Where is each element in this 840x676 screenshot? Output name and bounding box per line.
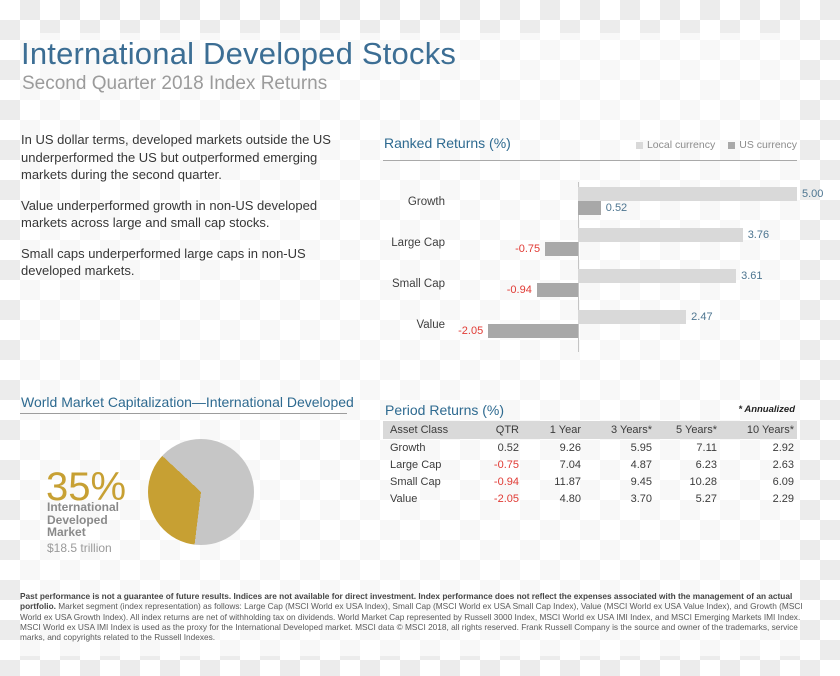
ranked-returns-divider [383,160,797,161]
return-value-cell: 5.95 [630,441,652,454]
ranked-returns-chart: Growth 5.00 0.52 Large Cap 3.76 -0.75 Small Ca… [383,182,823,353]
return-value-cell: 11.87 [554,475,581,488]
period-returns-title: Period Returns (%) [385,402,505,418]
ranked-returns-title: Ranked Returns (%) [384,135,511,151]
chart-axis-line [578,182,579,352]
bar-us-currency [488,324,578,338]
bar-value-label: 5.00 [802,188,824,200]
table-row: Large Cap -0.75 7.04 4.87 6.23 2.63 [383,456,797,473]
category-label: Growth [407,196,445,208]
table-column-header: 10 Years* [720,421,797,439]
return-value-cell: 9.26 [559,441,581,454]
table-column-header: 3 Years* [584,421,655,439]
bar-us-currency [578,201,601,215]
legend-swatch [728,141,736,149]
return-value-cell: 7.04 [559,458,581,471]
return-value-cell: 0.52 [497,441,519,454]
commentary-paragraph-2: Value underperformed growth in non-US de… [21,197,318,231]
table-row: Value -2.05 4.80 3.70 5.27 2.29 [383,490,797,507]
slide-background [20,33,800,656]
return-value-cell: 2.63 [772,458,794,471]
return-value-cell: 2.92 [772,441,794,454]
return-value-cell: 6.09 [772,475,794,488]
commentary-paragraph-1: In US dollar terms, developed markets ou… [21,132,331,182]
return-value-cell: 3.70 [630,492,652,505]
table-header-row: Asset Class QTR 1 Year 3 Years* 5 Years* 10 Y… [383,421,797,439]
return-value-cell: 10.28 [689,475,717,488]
bar-local-currency [578,310,687,324]
commentary-paragraph-3: Small caps underperformed large caps in … [21,245,306,279]
bar-us-currency [536,283,578,297]
asset-class-cell: Growth [390,441,426,454]
asset-class-cell: Value [390,492,418,505]
category-label: Value [416,319,445,331]
legend-item-local-currency: Local currency [635,139,716,151]
category-label: Large Cap [391,237,445,249]
bar-value-label: -2.05 [458,325,484,337]
return-value-cell: -0.94 [493,475,519,488]
table-column-header: 5 Years* [655,421,720,439]
return-value-cell: 9.45 [630,475,652,488]
return-value-cell: 5.27 [695,492,717,505]
bar-value-label: 3.61 [741,270,763,282]
table-body: Growth 0.52 9.26 5.95 7.11 2.92 Large Cap -0.75… [383,439,797,507]
asset-class-cell: Small Cap [390,475,441,488]
bar-value-label: -0.75 [515,243,541,255]
return-value-cell: 4.87 [630,458,652,471]
disclaimer-bold: Past performance is not a guarantee of f… [20,591,793,612]
category-label: Small Cap [391,278,445,290]
market-cap-label: International Developed Market [47,500,120,539]
asset-class-cell: Large Cap [390,458,442,471]
commentary-block: In US dollar terms, developed markets ou… [21,131,349,293]
page-subtitle: Second Quarter 2018 Index Returns [22,73,328,94]
table-column-header: Asset Class [383,421,469,439]
legend-label: Local currency [646,139,716,151]
bar-us-currency [545,242,578,256]
legend-item-us-currency: US currency [728,139,797,151]
table-row: Small Cap -0.94 11.87 9.45 10.28 6.09 [383,473,797,490]
table-row: Growth 0.52 9.26 5.95 7.11 2.92 [383,439,797,456]
bar-value-label: 2.47 [691,311,713,323]
bar-local-currency [578,187,797,201]
market-cap-percentage: 35% [46,465,127,509]
annualized-note: * Annualized [738,404,795,415]
bar-value-label: 3.76 [747,229,770,241]
legend-swatch [635,141,643,149]
return-value-cell: 7.11 [696,441,717,454]
bar-value-label: 0.52 [605,202,628,214]
bar-local-currency [578,269,737,283]
return-value-cell: 4.80 [559,492,581,505]
period-returns-table: Asset Class QTR 1 Year 3 Years* 5 Years* 10 Y… [383,421,797,507]
table-column-header: QTR [469,421,522,439]
disclaimer-text: Market segment (index representation) as… [20,601,803,643]
legend-label: US currency [739,139,797,151]
bar-value-label: -0.94 [506,284,532,296]
return-value-cell: 6.23 [695,458,717,471]
market-cap-value: $18.5 trillion [47,541,112,555]
table-header: Asset Class QTR 1 Year 3 Years* 5 Years* 10 Y… [383,421,797,439]
page-title: International Developed Stocks [21,36,457,71]
market-cap-pie-chart [148,439,254,545]
return-value-cell: -2.05 [493,492,519,505]
disclaimer-footer: Past performance is not a guarantee of f… [20,591,804,642]
world-market-cap-title: World Market Capitalization—Internationa… [21,394,354,410]
world-market-cap-divider [20,413,347,414]
table-column-header: 1 Year [522,421,584,439]
bar-local-currency [578,228,743,242]
return-value-cell: -0.75 [493,458,519,471]
chart-legend: Local currency US currency [635,139,797,151]
return-value-cell: 2.29 [772,492,794,505]
